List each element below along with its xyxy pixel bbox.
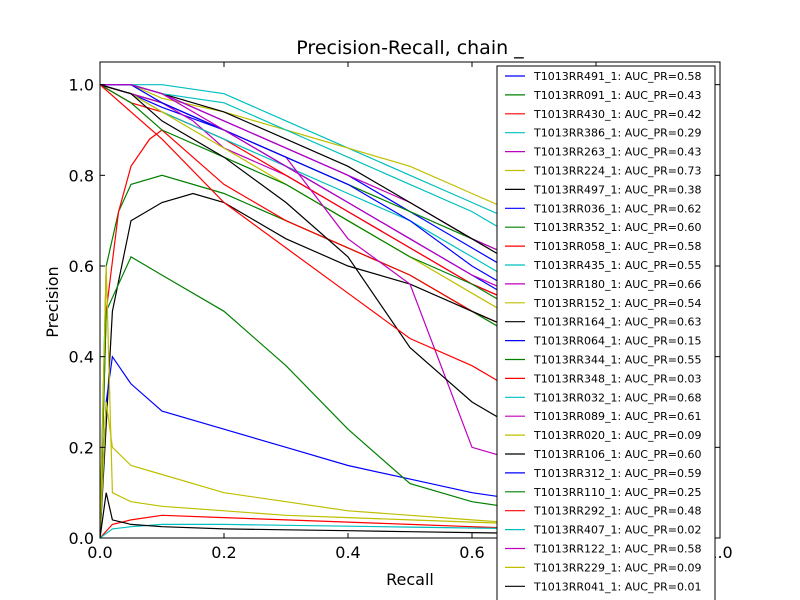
series-line-2	[100, 129, 535, 538]
y-tick-label: 0.0	[69, 529, 94, 548]
series-line-3	[100, 84, 535, 231]
y-tick-label: 1.0	[69, 76, 94, 95]
legend-entry: T1013RR089_1: AUC_PR=0.61	[533, 410, 701, 423]
legend-entry: T1013RR386_1: AUC_PR=0.29	[533, 127, 701, 140]
y-tick-label: 0.6	[69, 257, 94, 276]
legend-entry: T1013RR180_1: AUC_PR=0.66	[533, 278, 701, 291]
series-line-26	[100, 265, 535, 538]
legend-entry: T1013RR058_1: AUC_PR=0.58	[533, 240, 701, 253]
series-line-12	[100, 84, 535, 331]
legend-entry: T1013RR312_1: AUC_PR=0.59	[533, 467, 701, 480]
x-tick-label: 0.6	[459, 543, 484, 562]
series-line-6	[100, 192, 535, 538]
series-line-9	[100, 84, 535, 312]
series-line-15	[100, 84, 535, 321]
legend-entry: T1013RR229_1: AUC_PR=0.09	[533, 561, 701, 574]
series-line-19	[100, 401, 535, 538]
legend-entry: T1013RR064_1: AUC_PR=0.15	[533, 335, 701, 348]
legend-entry: T1013RR224_1: AUC_PR=0.73	[533, 165, 701, 178]
legend-entry: T1013RR110_1: AUC_PR=0.25	[533, 486, 701, 499]
x-tick-label: 0.4	[335, 543, 360, 562]
legend-entry: T1013RR106_1: AUC_PR=0.60	[533, 448, 701, 461]
series-line-27	[100, 492, 535, 538]
legend-entry: T1013RR497_1: AUC_PR=0.38	[533, 183, 701, 196]
legend-entry: T1013RR036_1: AUC_PR=0.62	[533, 202, 701, 215]
series-line-23	[100, 84, 535, 403]
legend-entry: T1013RR292_1: AUC_PR=0.48	[533, 505, 701, 518]
series-line-14	[100, 355, 535, 538]
series-line-25	[100, 84, 535, 303]
x-tick-label: 0.2	[211, 543, 236, 562]
legend-box	[496, 65, 716, 600]
series-line-8	[100, 84, 535, 267]
legend-entry: T1013RR435_1: AUC_PR=0.55	[533, 259, 701, 272]
y-tick-label: 0.8	[69, 166, 94, 185]
legend-entry: T1013RR348_1: AUC_PR=0.03	[533, 372, 701, 385]
legend-entry: T1013RR164_1: AUC_PR=0.63	[533, 316, 701, 329]
x-tick-label: 0.0	[87, 543, 112, 562]
legend-entry: T1013RR407_1: AUC_PR=0.02	[533, 524, 701, 537]
legend-entry: T1013RR091_1: AUC_PR=0.43	[533, 89, 701, 102]
legend-entry: T1013RR352_1: AUC_PR=0.60	[533, 221, 701, 234]
series-line-17	[100, 84, 535, 249]
y-tick-label: 0.2	[69, 438, 94, 457]
x-axis-label: Recall	[386, 570, 434, 589]
legend-entry: T1013RR152_1: AUC_PR=0.54	[533, 297, 701, 310]
series-line-21	[100, 84, 535, 303]
legend-entry: T1013RR020_1: AUC_PR=0.09	[533, 429, 701, 442]
legend-entry: T1013RR491_1: AUC_PR=0.58	[533, 70, 701, 83]
plot-frame	[99, 61, 721, 539]
chart-title: Precision-Recall, chain _	[296, 37, 524, 59]
legend-entry: T1013RR344_1: AUC_PR=0.55	[533, 354, 701, 367]
series-line-10	[100, 84, 535, 294]
legend-entry: T1013RR263_1: AUC_PR=0.43	[533, 146, 701, 159]
series-line-11	[100, 84, 535, 267]
series-line-24	[100, 523, 535, 538]
legend-entry: T1013RR041_1: AUC_PR=0.01	[533, 580, 701, 593]
legend: T1013RR491_1: AUC_PR=0.58 T1013RR091_1: A…	[496, 65, 716, 600]
series-line-20	[100, 84, 535, 439]
legend-entry: T1013RR430_1: AUC_PR=0.42	[533, 108, 701, 121]
y-tick-label: 0.4	[69, 348, 94, 367]
legend-entry: T1013RR032_1: AUC_PR=0.68	[533, 391, 701, 404]
series-line-22	[100, 256, 535, 538]
series-lines	[100, 84, 535, 538]
y-axis-label: Precision	[43, 266, 62, 337]
legend-entry: T1013RR122_1: AUC_PR=0.58	[533, 543, 701, 556]
